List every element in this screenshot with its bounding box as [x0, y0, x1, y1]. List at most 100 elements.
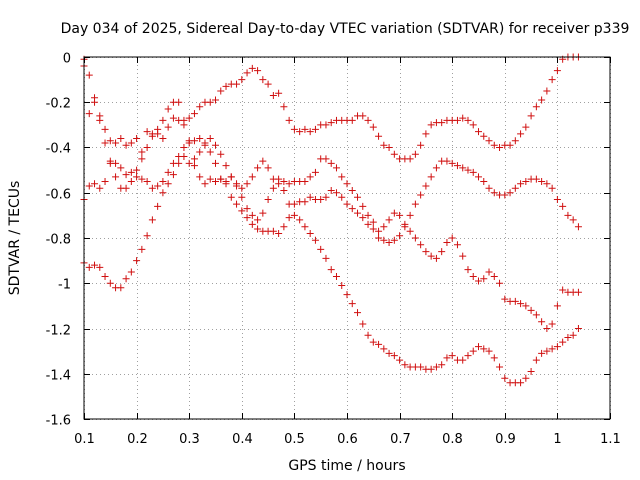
x-axis-label: GPS time / hours	[288, 458, 405, 474]
data-point	[222, 177, 230, 185]
data-point	[464, 166, 472, 174]
data-point	[380, 141, 388, 149]
data-point	[322, 121, 330, 129]
chart-title: Day 034 of 2025, Sidereal Day-to-day VTE…	[61, 21, 630, 37]
data-point	[112, 159, 120, 167]
data-point	[154, 125, 162, 133]
data-point	[317, 196, 325, 204]
data-point	[338, 282, 346, 290]
data-point	[122, 184, 130, 192]
y-tick-label: -1.6	[46, 414, 71, 429]
data-point	[553, 196, 561, 204]
data-point	[96, 116, 104, 124]
data-point	[506, 141, 514, 149]
data-point	[306, 229, 314, 237]
data-point	[138, 245, 146, 253]
data-point	[196, 134, 204, 142]
data-point	[422, 130, 430, 138]
data-point	[164, 123, 172, 131]
data-point	[275, 180, 283, 188]
data-point	[559, 202, 567, 210]
data-point	[517, 130, 525, 138]
data-point	[264, 164, 272, 172]
x-tick-label: 0.8	[442, 432, 463, 447]
data-point	[417, 191, 425, 199]
data-point	[343, 291, 351, 299]
data-point	[91, 94, 99, 102]
data-point	[406, 211, 414, 219]
data-point	[269, 227, 277, 235]
data-point	[190, 155, 198, 163]
data-point	[317, 245, 325, 253]
data-point	[248, 64, 256, 72]
data-point	[217, 87, 225, 95]
data-point	[432, 254, 440, 262]
data-point	[143, 177, 151, 185]
data-point	[527, 306, 535, 314]
data-point	[543, 87, 551, 95]
data-point	[148, 184, 156, 192]
data-point	[243, 205, 251, 213]
data-point	[164, 168, 172, 176]
data-point	[527, 367, 535, 375]
data-point	[222, 162, 230, 170]
data-point	[522, 123, 530, 131]
data-point	[464, 352, 472, 360]
data-point	[101, 272, 109, 280]
data-point	[438, 361, 446, 369]
data-point	[532, 356, 540, 364]
data-point	[185, 114, 193, 122]
data-point	[453, 241, 461, 249]
data-point	[117, 134, 125, 142]
data-point	[485, 137, 493, 145]
data-point	[106, 157, 114, 165]
data-point	[364, 331, 372, 339]
data-point	[432, 363, 440, 371]
data-point	[269, 91, 277, 99]
data-point	[96, 263, 104, 271]
data-point	[548, 76, 556, 84]
data-point	[248, 173, 256, 181]
data-point	[385, 239, 393, 247]
data-point	[233, 200, 241, 208]
data-point	[532, 103, 540, 111]
data-point	[133, 166, 141, 174]
data-point	[417, 141, 425, 149]
x-tick-label: 1.1	[600, 432, 621, 447]
data-point	[375, 234, 383, 242]
data-point	[569, 331, 577, 339]
data-point	[332, 272, 340, 280]
data-point	[101, 177, 109, 185]
data-point	[238, 207, 246, 215]
data-point	[159, 134, 167, 142]
data-point	[559, 338, 567, 346]
data-point	[469, 121, 477, 129]
data-point	[396, 232, 404, 240]
data-point	[127, 168, 135, 176]
x-tick-label: 0.4	[232, 432, 253, 447]
data-point	[196, 148, 204, 156]
data-point	[469, 347, 477, 355]
data-point	[396, 356, 404, 364]
data-point	[380, 236, 388, 244]
data-point	[154, 202, 162, 210]
data-point	[301, 125, 309, 133]
data-point	[164, 105, 172, 113]
data-point	[106, 137, 114, 145]
data-point	[538, 177, 546, 185]
data-point	[485, 347, 493, 355]
data-point	[348, 116, 356, 124]
data-point	[127, 177, 135, 185]
data-point	[422, 182, 430, 190]
data-point	[348, 186, 356, 194]
data-point	[453, 116, 461, 124]
data-point	[517, 379, 525, 387]
x-tick-labels: 0.1 0.2 0.3 0.4 0.5 0.6 0.7 0.8 0.9 1 1.1	[74, 432, 621, 447]
data-point	[148, 216, 156, 224]
data-point	[285, 214, 293, 222]
data-point	[306, 128, 314, 136]
data-point	[359, 214, 367, 222]
data-point	[574, 288, 582, 296]
data-point	[496, 144, 504, 151]
data-point	[85, 110, 93, 118]
